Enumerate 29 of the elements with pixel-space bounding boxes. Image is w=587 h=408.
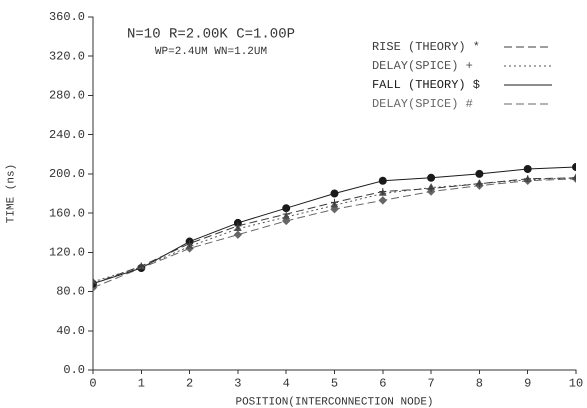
x-tick-label: 7 [428, 376, 435, 390]
y-tick-label: 120.0 [48, 246, 85, 260]
text: DELAY(SPICE) # [372, 97, 473, 112]
x-tick-label: 6 [379, 376, 386, 390]
y-axis-title: TIME (ns) [6, 164, 18, 224]
legend-label: RISE (THEORY) * [372, 40, 480, 54]
y-tick-label: 240.0 [48, 128, 85, 142]
x-tick-label: 5 [330, 376, 338, 390]
y-tick-label: 80.0 [56, 284, 85, 299]
text: DELAY(SPICE) + [372, 59, 473, 74]
x-tick-label: 3 [234, 376, 242, 390]
y-tick-label: 200.0 [48, 167, 85, 182]
x-tick-label: 9 [524, 376, 532, 390]
x-tick-label: 10 [568, 376, 584, 390]
y-tick-label: 360.0 [48, 10, 85, 24]
x-axis-title: POSITION(INTERCONNECTION NODE) [235, 396, 434, 408]
y-tick-label: 40.0 [56, 324, 85, 338]
y-tick-label: 0.0 [63, 363, 85, 378]
annotation: WP=2.4UM WN=1.2UM [154, 46, 268, 58]
x-tick-label: 1 [138, 376, 145, 390]
x-tick-label: 8 [476, 376, 483, 390]
annotation: N=10 R=2.00K C=1.00P [126, 26, 296, 43]
y-tick-label: 320.0 [48, 49, 85, 64]
y-tick-label: 280.0 [48, 88, 85, 103]
x-tick-label: 4 [282, 376, 290, 390]
legend-label: FALL (THEORY) $ [372, 78, 480, 92]
y-tick-label: 160.0 [48, 206, 85, 220]
x-tick-label: 0 [89, 376, 97, 390]
x-tick-label: 2 [186, 376, 194, 390]
